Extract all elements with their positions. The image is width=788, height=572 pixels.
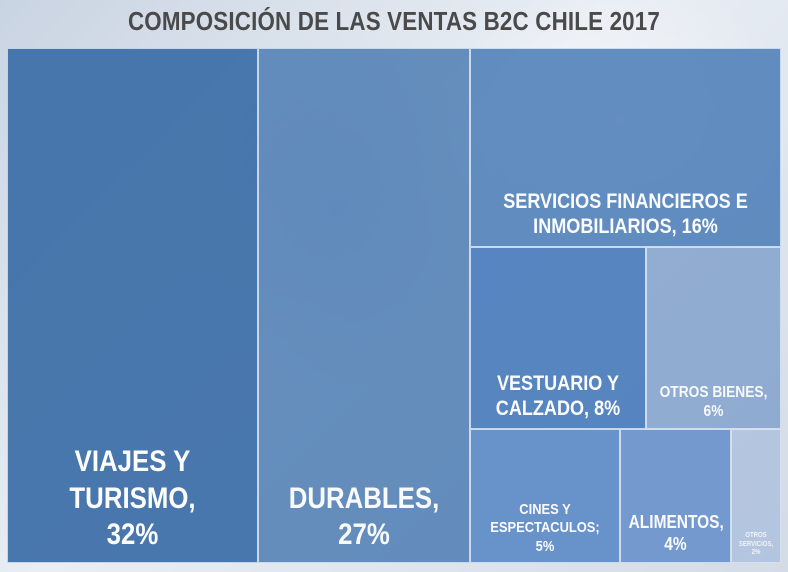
category-name: OTROS SERVICIOS, xyxy=(738,532,774,548)
category-value: 8% xyxy=(594,397,621,421)
category-name: DURABLES, xyxy=(288,481,440,515)
treemap-cell-label: CINES Y ESPECTACULOS; 5% xyxy=(481,501,608,556)
treemap-cell: ALIMENTOS, 4% xyxy=(620,429,731,563)
treemap-cell-label: OTROS SERVICIOS, 2% xyxy=(735,532,776,558)
category-value: 32% xyxy=(106,518,159,552)
category-value: 4% xyxy=(664,534,687,555)
treemap-cell: OTROS SERVICIOS, 2% xyxy=(731,429,781,563)
treemap-cell: VESTUARIO Y CALZADO, 8% xyxy=(470,247,646,429)
category-value: 6% xyxy=(703,403,724,421)
category-value: 27% xyxy=(338,518,390,552)
category-value: 2% xyxy=(751,549,761,557)
treemap-cell: VIAJES Y TURISMO, 32% xyxy=(7,48,258,563)
treemap-cell-label: VIAJES Y TURISMO, 32% xyxy=(25,444,239,554)
category-name: CINES Y ESPECTACULOS; xyxy=(490,501,600,537)
treemap-cell: DURABLES, 27% xyxy=(258,48,470,563)
category-name: OTROS BIENES, xyxy=(659,383,768,401)
treemap-cell-label: SERVICIOS FINANCIEROS E INMOBILIARIOS, 1… xyxy=(493,189,759,240)
treemap-cell: CINES Y ESPECTACULOS; 5% xyxy=(470,429,620,563)
treemap-cell: OTROS BIENES, 6% xyxy=(646,247,781,429)
chart-title: COMPOSICIÓN DE LAS VENTAS B2C CHILE 2017 xyxy=(127,6,661,36)
treemap-cell-label: VESTUARIO Y CALZADO, 8% xyxy=(483,371,633,422)
treemap-cell: SERVICIOS FINANCIEROS E INMOBILIARIOS, 1… xyxy=(470,48,781,247)
category-value: 5% xyxy=(535,537,555,555)
category-name: VIAJES Y TURISMO, xyxy=(69,445,196,515)
category-name: VESTUARIO Y CALZADO, xyxy=(495,371,620,421)
category-name: ALIMENTOS, xyxy=(628,512,724,533)
category-name: SERVICIOS FINANCIEROS E INMOBILIARIOS, xyxy=(503,189,748,239)
treemap-cell-label: DURABLES, 27% xyxy=(274,481,455,554)
category-value: 16% xyxy=(681,215,718,239)
treemap-cell-label: OTROS BIENES, 6% xyxy=(656,383,770,422)
treemap-cell-label: ALIMENTOS, 4% xyxy=(628,512,724,556)
